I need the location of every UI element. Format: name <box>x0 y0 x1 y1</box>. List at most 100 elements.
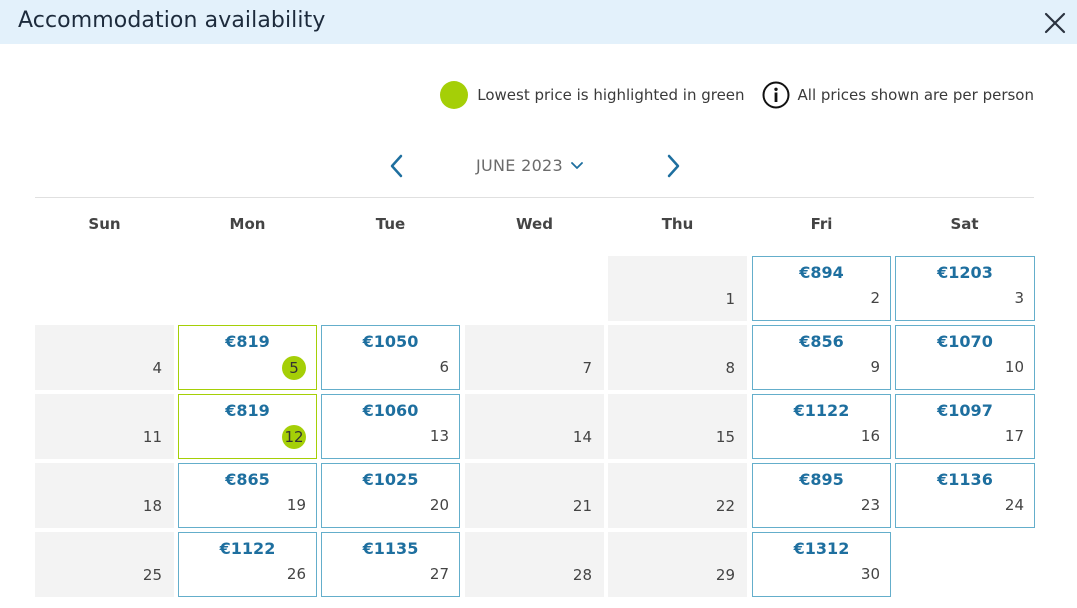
day-price: €1136 <box>937 470 993 489</box>
day-price: €1070 <box>937 332 993 351</box>
calendar-day-20[interactable]: €1025 20 <box>321 463 460 528</box>
legend: Lowest price is highlighted in green All… <box>440 81 1034 109</box>
day-number: 3 <box>1014 289 1024 307</box>
day-number: 11 <box>142 428 162 446</box>
day-number: 10 <box>1004 358 1024 376</box>
calendar-day-16[interactable]: €1122 16 <box>752 394 891 459</box>
lowest-price-day-number: 12 <box>282 425 306 449</box>
calendar-day-28: 28 <box>465 532 604 597</box>
day-price: €865 <box>225 470 270 489</box>
day-number: 17 <box>1004 427 1024 445</box>
day-price: €1312 <box>793 539 850 558</box>
calendar-day-26[interactable]: €1122 26 <box>178 532 317 597</box>
day-price: €1060 <box>362 401 419 420</box>
day-number: 13 <box>429 427 449 445</box>
calendar-day-15: 15 <box>608 394 747 459</box>
weekday-sun: Sun <box>88 215 121 233</box>
day-number: 9 <box>870 358 880 376</box>
calendar-day-21: 21 <box>465 463 604 528</box>
day-number: 22 <box>715 497 735 515</box>
green-dot-icon <box>440 81 469 109</box>
day-price: €1203 <box>937 263 993 282</box>
dialog-title: Accommodation availability <box>18 8 326 33</box>
day-price: €1122 <box>219 539 276 558</box>
calendar-day-7: 7 <box>465 325 604 390</box>
day-price: €1050 <box>362 332 419 351</box>
calendar-day-19[interactable]: €865 19 <box>178 463 317 528</box>
next-month-button[interactable] <box>662 150 686 182</box>
day-number: 15 <box>715 428 735 446</box>
chevron-down-icon <box>571 161 583 169</box>
previous-month-button[interactable] <box>384 150 408 182</box>
day-number: 30 <box>860 565 880 583</box>
day-number: 1 <box>725 290 735 308</box>
calendar-day-24[interactable]: €1136 24 <box>895 463 1035 528</box>
calendar-day-9[interactable]: €856 9 <box>752 325 891 390</box>
calendar-day-3[interactable]: €1203 3 <box>895 256 1035 321</box>
calendar-day-17[interactable]: €1097 17 <box>895 394 1035 459</box>
calendar-day-10[interactable]: €1070 10 <box>895 325 1035 390</box>
month-label: JUNE 2023 <box>476 156 564 175</box>
close-icon[interactable] <box>1044 12 1066 34</box>
day-number: 25 <box>142 566 162 584</box>
day-number: 7 <box>582 359 592 377</box>
day-number: 2 <box>870 289 880 307</box>
day-number: 14 <box>572 428 592 446</box>
calendar-day-1: 1 <box>608 256 747 321</box>
day-price: €819 <box>225 401 270 420</box>
day-price: €1025 <box>362 470 419 489</box>
calendar-day-11: 11 <box>35 394 174 459</box>
info-icon <box>762 81 790 109</box>
day-number: 19 <box>286 496 306 514</box>
day-number: 8 <box>725 359 735 377</box>
calendar-day-13[interactable]: €1060 13 <box>321 394 460 459</box>
day-price: €1135 <box>362 539 419 558</box>
chevron-left-icon[interactable] <box>389 154 403 178</box>
day-number: 23 <box>860 496 880 514</box>
calendar-day-27[interactable]: €1135 27 <box>321 532 460 597</box>
day-number: 4 <box>152 359 162 377</box>
day-number: 26 <box>286 565 306 583</box>
weekday-tue: Tue <box>375 215 406 233</box>
day-number: 18 <box>142 497 162 515</box>
calendar-day-14: 14 <box>465 394 604 459</box>
calendar-day-6[interactable]: €1050 6 <box>321 325 460 390</box>
day-number: 29 <box>715 566 735 584</box>
calendar-day-18: 18 <box>35 463 174 528</box>
calendar-day-2[interactable]: €894 2 <box>752 256 891 321</box>
dialog-header: Accommodation availability <box>0 0 1077 44</box>
month-navigation: JUNE 2023 <box>0 150 1077 182</box>
calendar-day-12[interactable]: €819 12 <box>178 394 317 459</box>
weekday-sat: Sat <box>950 215 979 233</box>
calendar-day-25: 25 <box>35 532 174 597</box>
day-price: €894 <box>799 263 844 282</box>
calendar-day-29: 29 <box>608 532 747 597</box>
day-number: 24 <box>1004 496 1024 514</box>
calendar-day-5[interactable]: €819 5 <box>178 325 317 390</box>
calendar-day-23[interactable]: €895 23 <box>752 463 891 528</box>
day-number: 6 <box>439 358 449 376</box>
calendar-day-4: 4 <box>35 325 174 390</box>
calendar-day-30[interactable]: €1312 30 <box>752 532 891 597</box>
day-number: 16 <box>860 427 880 445</box>
weekday-header: Sun Mon Tue Wed Thu Fri Sat <box>35 215 1034 235</box>
calendar-day-8: 8 <box>608 325 747 390</box>
calendar-divider <box>35 197 1034 198</box>
chevron-right-icon[interactable] <box>667 154 681 178</box>
day-number: 28 <box>572 566 592 584</box>
day-price: €856 <box>799 332 844 351</box>
calendar-day-22: 22 <box>608 463 747 528</box>
day-price: €1122 <box>793 401 850 420</box>
day-price: €1097 <box>937 401 993 420</box>
day-number: 27 <box>429 565 449 583</box>
close-button[interactable] <box>1040 8 1070 38</box>
lowest-price-legend-text: Lowest price is highlighted in green <box>477 86 745 104</box>
weekday-thu: Thu <box>661 215 694 233</box>
day-price: €895 <box>799 470 844 489</box>
day-price: €819 <box>225 332 270 351</box>
lowest-price-day-number: 5 <box>282 356 306 380</box>
weekday-mon: Mon <box>229 215 266 233</box>
month-selector[interactable]: JUNE 2023 <box>476 156 583 175</box>
weekday-fri: Fri <box>810 215 833 233</box>
day-number: 21 <box>572 497 592 515</box>
